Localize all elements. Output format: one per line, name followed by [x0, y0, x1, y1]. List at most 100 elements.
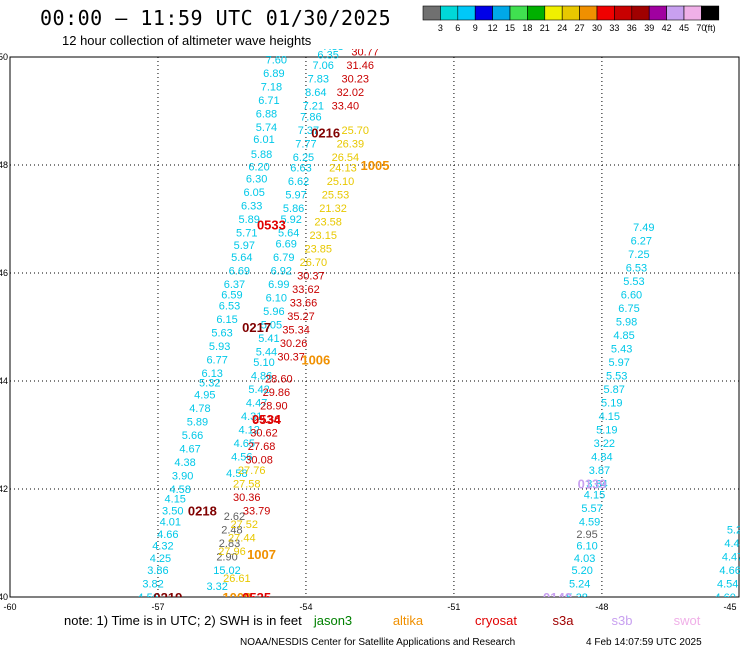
pass-label: 0219 — [153, 590, 182, 605]
wave-height-value: 4.38 — [174, 457, 195, 469]
colorbar-label: 15 — [505, 23, 515, 33]
wave-height-value: 7.77 — [295, 138, 316, 150]
colorbar-label: 21 — [540, 23, 550, 33]
legend-item: jason3 — [313, 613, 352, 628]
wave-height-value: 4.25 — [150, 553, 171, 565]
wave-height-value: 5.86 — [283, 203, 304, 215]
y-tick-label: -46 — [0, 268, 8, 278]
wave-height-value: 4.58 — [169, 484, 190, 496]
wave-height-value: 5.10 — [253, 357, 274, 369]
colorbar-label: 18 — [522, 23, 532, 33]
wave-height-value: 5.71 — [236, 228, 257, 240]
colorbar: 3 6 9 12 15 18 21 24 27 30 33 36 39 42 45 70(ft) — [422, 5, 720, 33]
wave-height-value: 23.85 — [305, 244, 333, 256]
wave-height-value: 32.02 — [337, 87, 365, 99]
wave-height-value: 6.77 — [206, 354, 227, 366]
pass-label: 0216 — [311, 126, 340, 141]
wave-height-value: 6.35 — [317, 49, 338, 61]
wave-height-value: 5.42 — [248, 384, 269, 396]
pass-label: 0533 — [257, 217, 286, 232]
wave-height-value: 5.38 — [567, 592, 588, 604]
y-tick-label: -44 — [0, 376, 8, 386]
wave-height-value: 4.12 — [239, 425, 260, 437]
wave-height-value: 6.88 — [256, 109, 277, 121]
wave-height-value: 30.94 — [356, 36, 384, 48]
wave-height-value: 4.65 — [234, 438, 255, 450]
legend-item: swot — [674, 613, 701, 628]
wave-height-value: 5.97 — [608, 357, 629, 369]
wave-height-value: 6.79 — [273, 252, 294, 264]
wave-height-value: 6.10 — [576, 541, 597, 553]
wave-height-value: 33.62 — [292, 284, 320, 296]
wave-height-value: 6.60 — [621, 290, 642, 302]
wave-height-value: 2.62 — [224, 511, 245, 523]
wave-height-value: 4.60 — [714, 592, 735, 604]
wave-height-value: 4.15 — [165, 494, 186, 506]
wave-height-value: 27.96 — [218, 546, 246, 558]
colorbar-label: 27 — [575, 23, 585, 33]
wave-height-value: 25.70 — [342, 125, 370, 137]
wave-height-value: 3.84 — [586, 479, 607, 491]
wave-height-value: 2.90 — [216, 552, 237, 564]
y-tick-label: -42 — [0, 484, 8, 494]
wave-height-value: 26.54 — [332, 152, 360, 164]
wave-height-value: 3.82 — [142, 579, 163, 591]
wave-height-value: 3.32 — [206, 581, 227, 593]
x-tick-label: -48 — [595, 602, 608, 612]
wave-height-value: 5.53 — [606, 371, 627, 383]
wave-height-value: 5.19 — [601, 398, 622, 410]
wave-height-value: 4.66 — [719, 565, 740, 577]
wave-height-value: 6.37 — [224, 279, 245, 291]
wave-height-value: 4.56 — [231, 452, 252, 464]
wave-height-value: 6.63 — [290, 163, 311, 175]
wave-height-value: 28.90 — [260, 400, 288, 412]
colorbar-label: 3 — [438, 23, 443, 33]
wave-height-value: 5.89 — [239, 214, 260, 226]
wave-height-value: 6.92 — [271, 265, 292, 277]
wave-height-value: 6.99 — [268, 279, 289, 291]
colorbar-label: 45 — [679, 23, 689, 33]
wave-height-value: 4.85 — [613, 330, 634, 342]
wave-height-value: 2.95 — [576, 529, 597, 541]
wave-height-value: 3.86 — [147, 565, 168, 577]
footnote: note: 1) Time is in UTC; 2) SWH is in fe… — [64, 613, 302, 628]
wave-height-value: 4.84 — [591, 452, 612, 464]
wave-height-value: 5.97 — [285, 190, 306, 202]
wave-height-value: 4.47 — [246, 398, 267, 410]
wave-height-value: 6.05 — [243, 187, 264, 199]
wave-height-value: 23.15 — [309, 230, 337, 242]
pass-label: 1007 — [247, 547, 276, 562]
wave-height-value: 4.58 — [226, 468, 247, 480]
wave-height-value: 30.37 — [297, 271, 325, 283]
wave-height-value: 5.88 — [251, 149, 272, 161]
y-tick-label: -40 — [0, 592, 8, 602]
wave-height-value: 6.53 — [219, 300, 240, 312]
wave-height-value: 33.40 — [332, 101, 360, 113]
wave-height-value: 6.15 — [216, 314, 237, 326]
wave-height-value: 5.74 — [256, 122, 277, 134]
pass-label: 0139 — [578, 477, 607, 492]
wave-height-value: 7.33 — [322, 41, 343, 53]
wave-height-value: 5.63 — [211, 327, 232, 339]
wave-height-value: 7.37 — [298, 125, 319, 137]
wave-height-value: 4.31 — [241, 411, 262, 423]
pass-label: 0535 — [242, 590, 271, 605]
wave-height-value: 27.52 — [231, 519, 259, 531]
colorbar-label: 6 — [455, 23, 460, 33]
legend-item: altika — [393, 613, 424, 628]
wave-height-value: 4.59 — [579, 516, 600, 528]
legend-item: cryosat — [475, 613, 517, 628]
wave-height-value: 5.32 — [199, 378, 220, 390]
wave-height-value: 29.86 — [263, 387, 291, 399]
wave-height-value: 7.21 — [303, 101, 324, 113]
wave-height-value: 35.27 — [287, 311, 315, 323]
x-tick-label: -51 — [447, 602, 460, 612]
pass-label: 1005 — [361, 158, 390, 173]
chart-title: 00:00 — 11:59 UTC 01/30/2025 — [40, 6, 392, 30]
colorbar-swatch — [701, 5, 720, 21]
wave-height-value: 27.68 — [248, 441, 276, 453]
colorbar-label: 33 — [609, 23, 619, 33]
wave-height-value: 6.25 — [293, 152, 314, 164]
x-tick-label: -54 — [299, 602, 312, 612]
